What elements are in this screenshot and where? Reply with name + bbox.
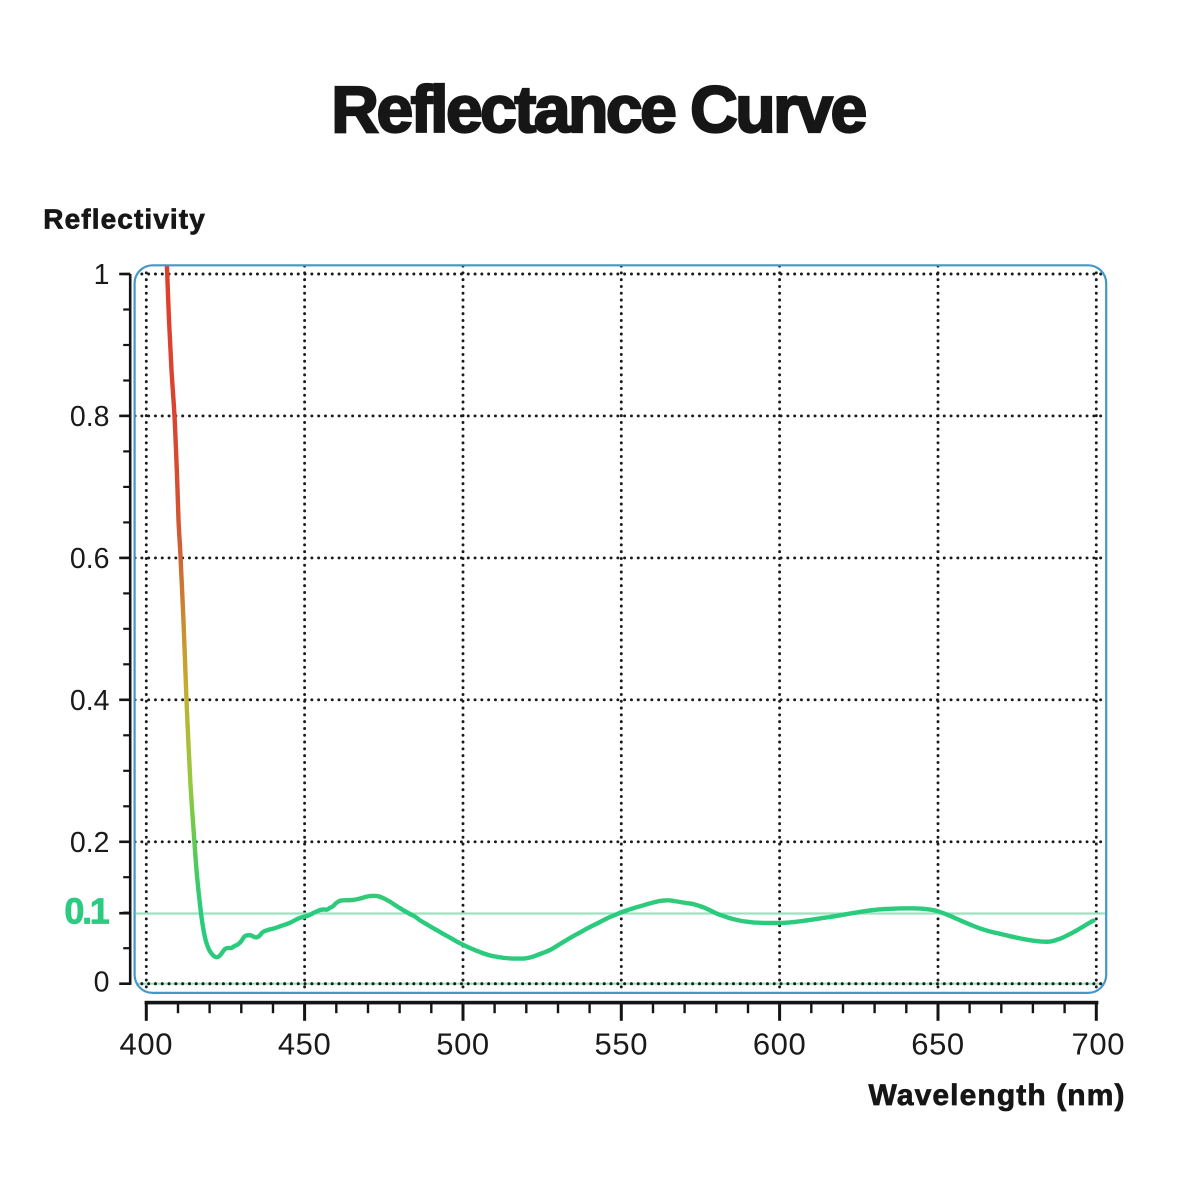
svg-text:0: 0 — [94, 966, 110, 998]
svg-text:600: 600 — [753, 1027, 807, 1062]
svg-text:700: 700 — [1072, 1027, 1126, 1062]
svg-text:1: 1 — [94, 259, 110, 291]
svg-text:Reflectivity: Reflectivity — [43, 203, 206, 234]
svg-text:0.1: 0.1 — [64, 891, 109, 932]
svg-text:450: 450 — [278, 1027, 332, 1062]
svg-text:650: 650 — [911, 1027, 965, 1062]
svg-text:Wavelength (nm): Wavelength (nm) — [869, 1079, 1126, 1112]
svg-text:Reflectance Curve: Reflectance Curve — [331, 72, 865, 146]
svg-text:0.4: 0.4 — [70, 685, 110, 717]
svg-text:400: 400 — [120, 1027, 174, 1062]
svg-text:0.6: 0.6 — [70, 543, 110, 575]
svg-text:0.2: 0.2 — [70, 827, 110, 859]
svg-text:0.8: 0.8 — [70, 401, 110, 433]
svg-text:500: 500 — [436, 1027, 490, 1062]
svg-text:550: 550 — [595, 1027, 649, 1062]
